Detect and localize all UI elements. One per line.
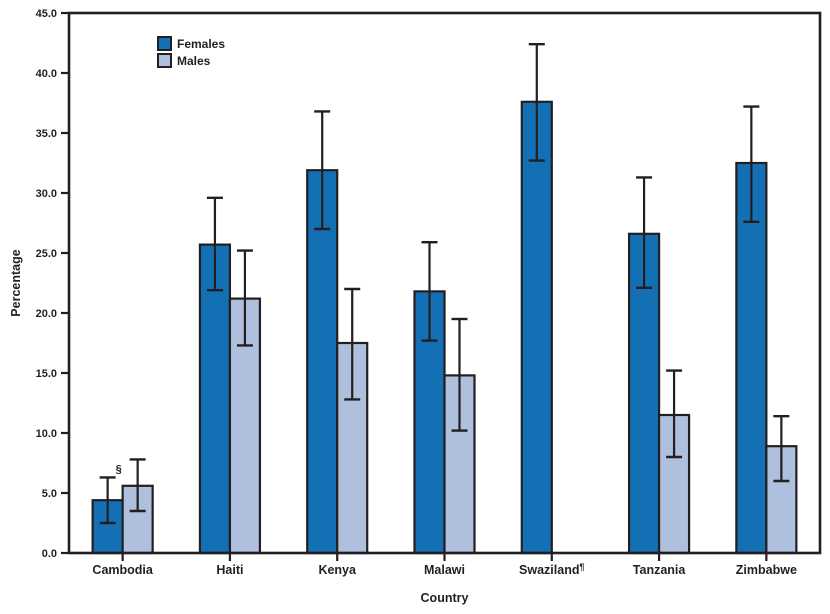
y-tick-label: 15.0 [36,368,57,380]
x-category-label-swaziland: Swaziland¶ [519,562,584,577]
y-tick-label: 40.0 [36,68,57,80]
y-tick-label: 5.0 [42,488,57,500]
y-tick-label: 45.0 [36,8,57,20]
x-category-label-kenya: Kenya [318,563,357,577]
x-axis-title: Country [421,591,469,605]
y-tick-label: 25.0 [36,248,57,260]
legend-swatch-males [157,53,172,68]
x-category-label-haiti: Haiti [216,563,243,577]
y-tick-label: 35.0 [36,128,57,140]
x-category-label-malawi: Malawi [424,563,465,577]
x-category-label-tanzania: Tanzania [633,563,687,577]
legend-label-females: Females [177,37,225,51]
y-tick-label: 10.0 [36,428,57,440]
bar-females-swaziland [520,100,553,555]
annotation-167: § [116,463,122,475]
bar-females-zimbabwe [735,161,768,555]
y-axis-title: Percentage [9,249,23,316]
y-tick-label: 20.0 [36,308,57,320]
x-category-label-zimbabwe: Zimbabwe [736,563,797,577]
legend-label-males: Males [177,54,211,68]
bar-males-haiti [228,297,262,555]
x-category-label-cambodia: Cambodia [92,563,153,577]
y-tick-label: 0.0 [42,548,57,560]
y-tick-label: 30.0 [36,188,57,200]
legend-swatch-females [157,36,172,51]
